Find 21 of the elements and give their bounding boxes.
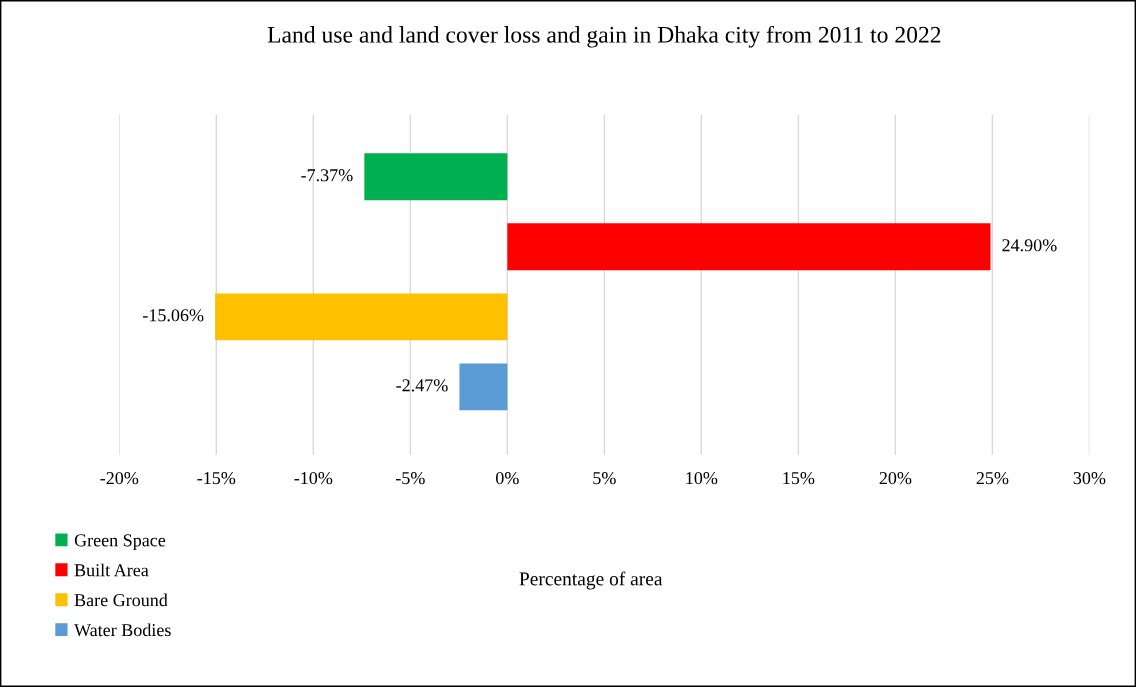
x-tick-label: 5% bbox=[593, 471, 616, 485]
legend-label: Built Area bbox=[74, 563, 149, 577]
x-tick-label: 30% bbox=[1073, 471, 1106, 485]
legend-label: Bare Ground bbox=[74, 593, 168, 607]
x-tick-label: 25% bbox=[976, 471, 1009, 485]
data-label: -2.47% bbox=[396, 379, 448, 392]
x-tick-label: 10% bbox=[686, 471, 718, 485]
data-label: -7.37% bbox=[301, 169, 353, 182]
x-tick-label: 15% bbox=[783, 471, 815, 485]
x-tick-label: 0% bbox=[495, 471, 519, 485]
x-tick-label: -10% bbox=[294, 471, 333, 485]
data-label: -15.06% bbox=[143, 309, 204, 322]
x-tick-label: -15% bbox=[197, 471, 236, 485]
data-label: 24.90% bbox=[1002, 239, 1057, 252]
text: Percentage of area bbox=[519, 571, 663, 590]
legend-label: Water Bodies bbox=[74, 623, 171, 637]
legend-label: Green Space bbox=[74, 534, 166, 551]
chart-title: Land use and land cover loss and gain in Dhaka city from 2011 to 2022 bbox=[267, 25, 941, 48]
x-tick-label: -5% bbox=[395, 471, 425, 485]
x-tick-label: -20% bbox=[100, 471, 139, 485]
x-tick-label: 20% bbox=[879, 471, 912, 485]
